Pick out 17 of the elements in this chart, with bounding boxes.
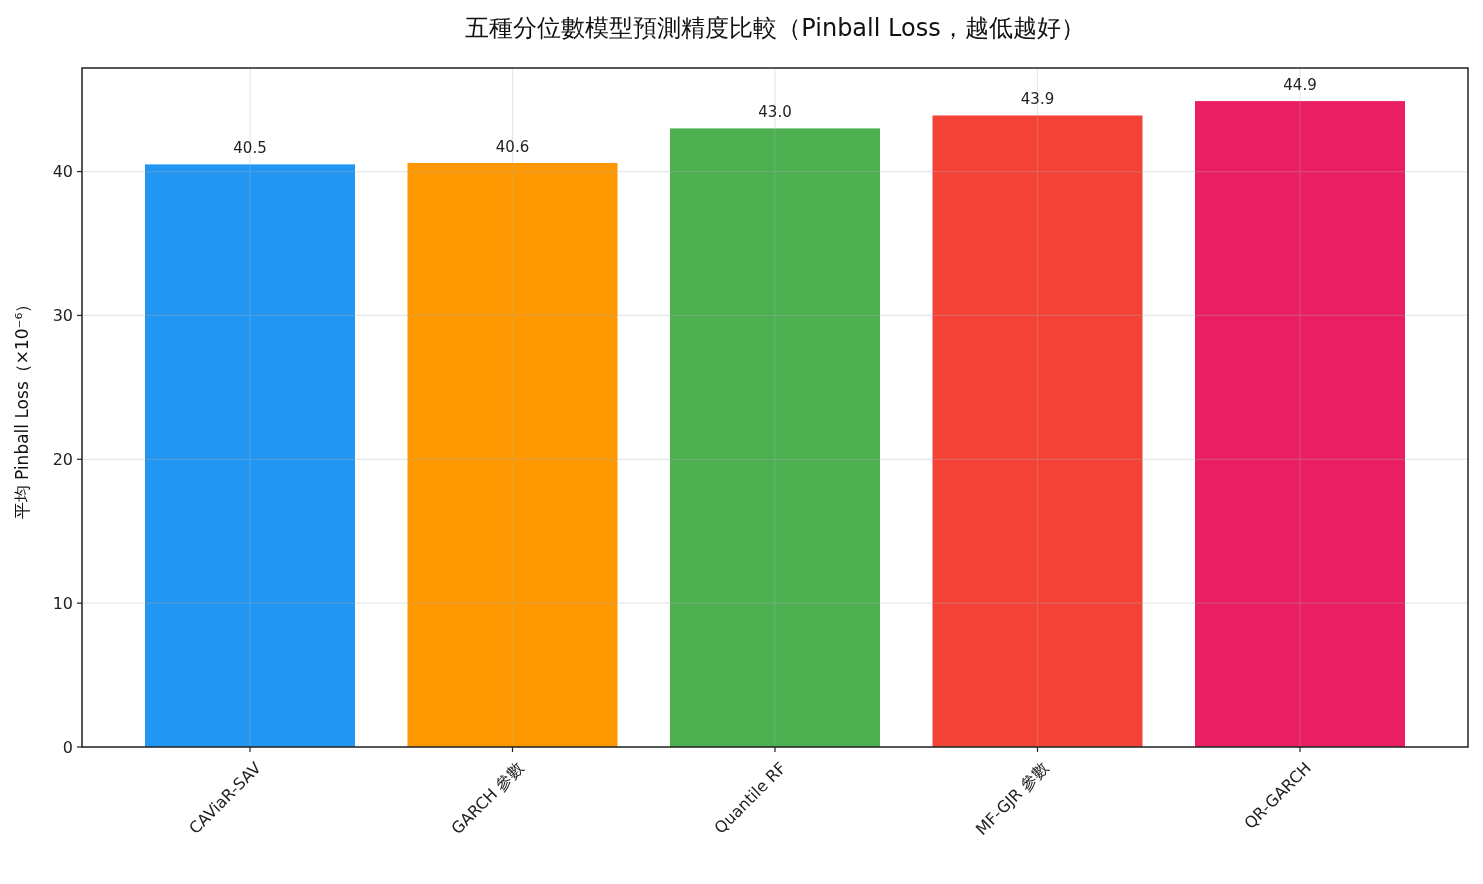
bar <box>1195 101 1405 747</box>
y-tick-label: 10 <box>52 593 73 613</box>
y-tick-label: 30 <box>52 306 73 326</box>
bar <box>932 115 1143 747</box>
y-tick-label: 20 <box>52 449 73 469</box>
data-label: 43.0 <box>758 103 792 122</box>
y-tick-label: 0 <box>62 737 73 757</box>
data-label: 40.5 <box>233 139 267 158</box>
data-label: 44.9 <box>1283 76 1317 95</box>
bar <box>145 164 355 747</box>
y-tick-label: 40 <box>52 162 73 182</box>
data-label: 43.9 <box>1020 90 1055 109</box>
bar <box>670 128 880 747</box>
data-label: 40.6 <box>495 137 530 156</box>
y-axis-title: 平均 Pinball Loss（×10⁻⁶） <box>12 295 32 520</box>
bar <box>407 162 618 747</box>
chart-title: 五種分位數模型預測精度比較（Pinball Loss，越低越好） <box>465 14 1085 42</box>
